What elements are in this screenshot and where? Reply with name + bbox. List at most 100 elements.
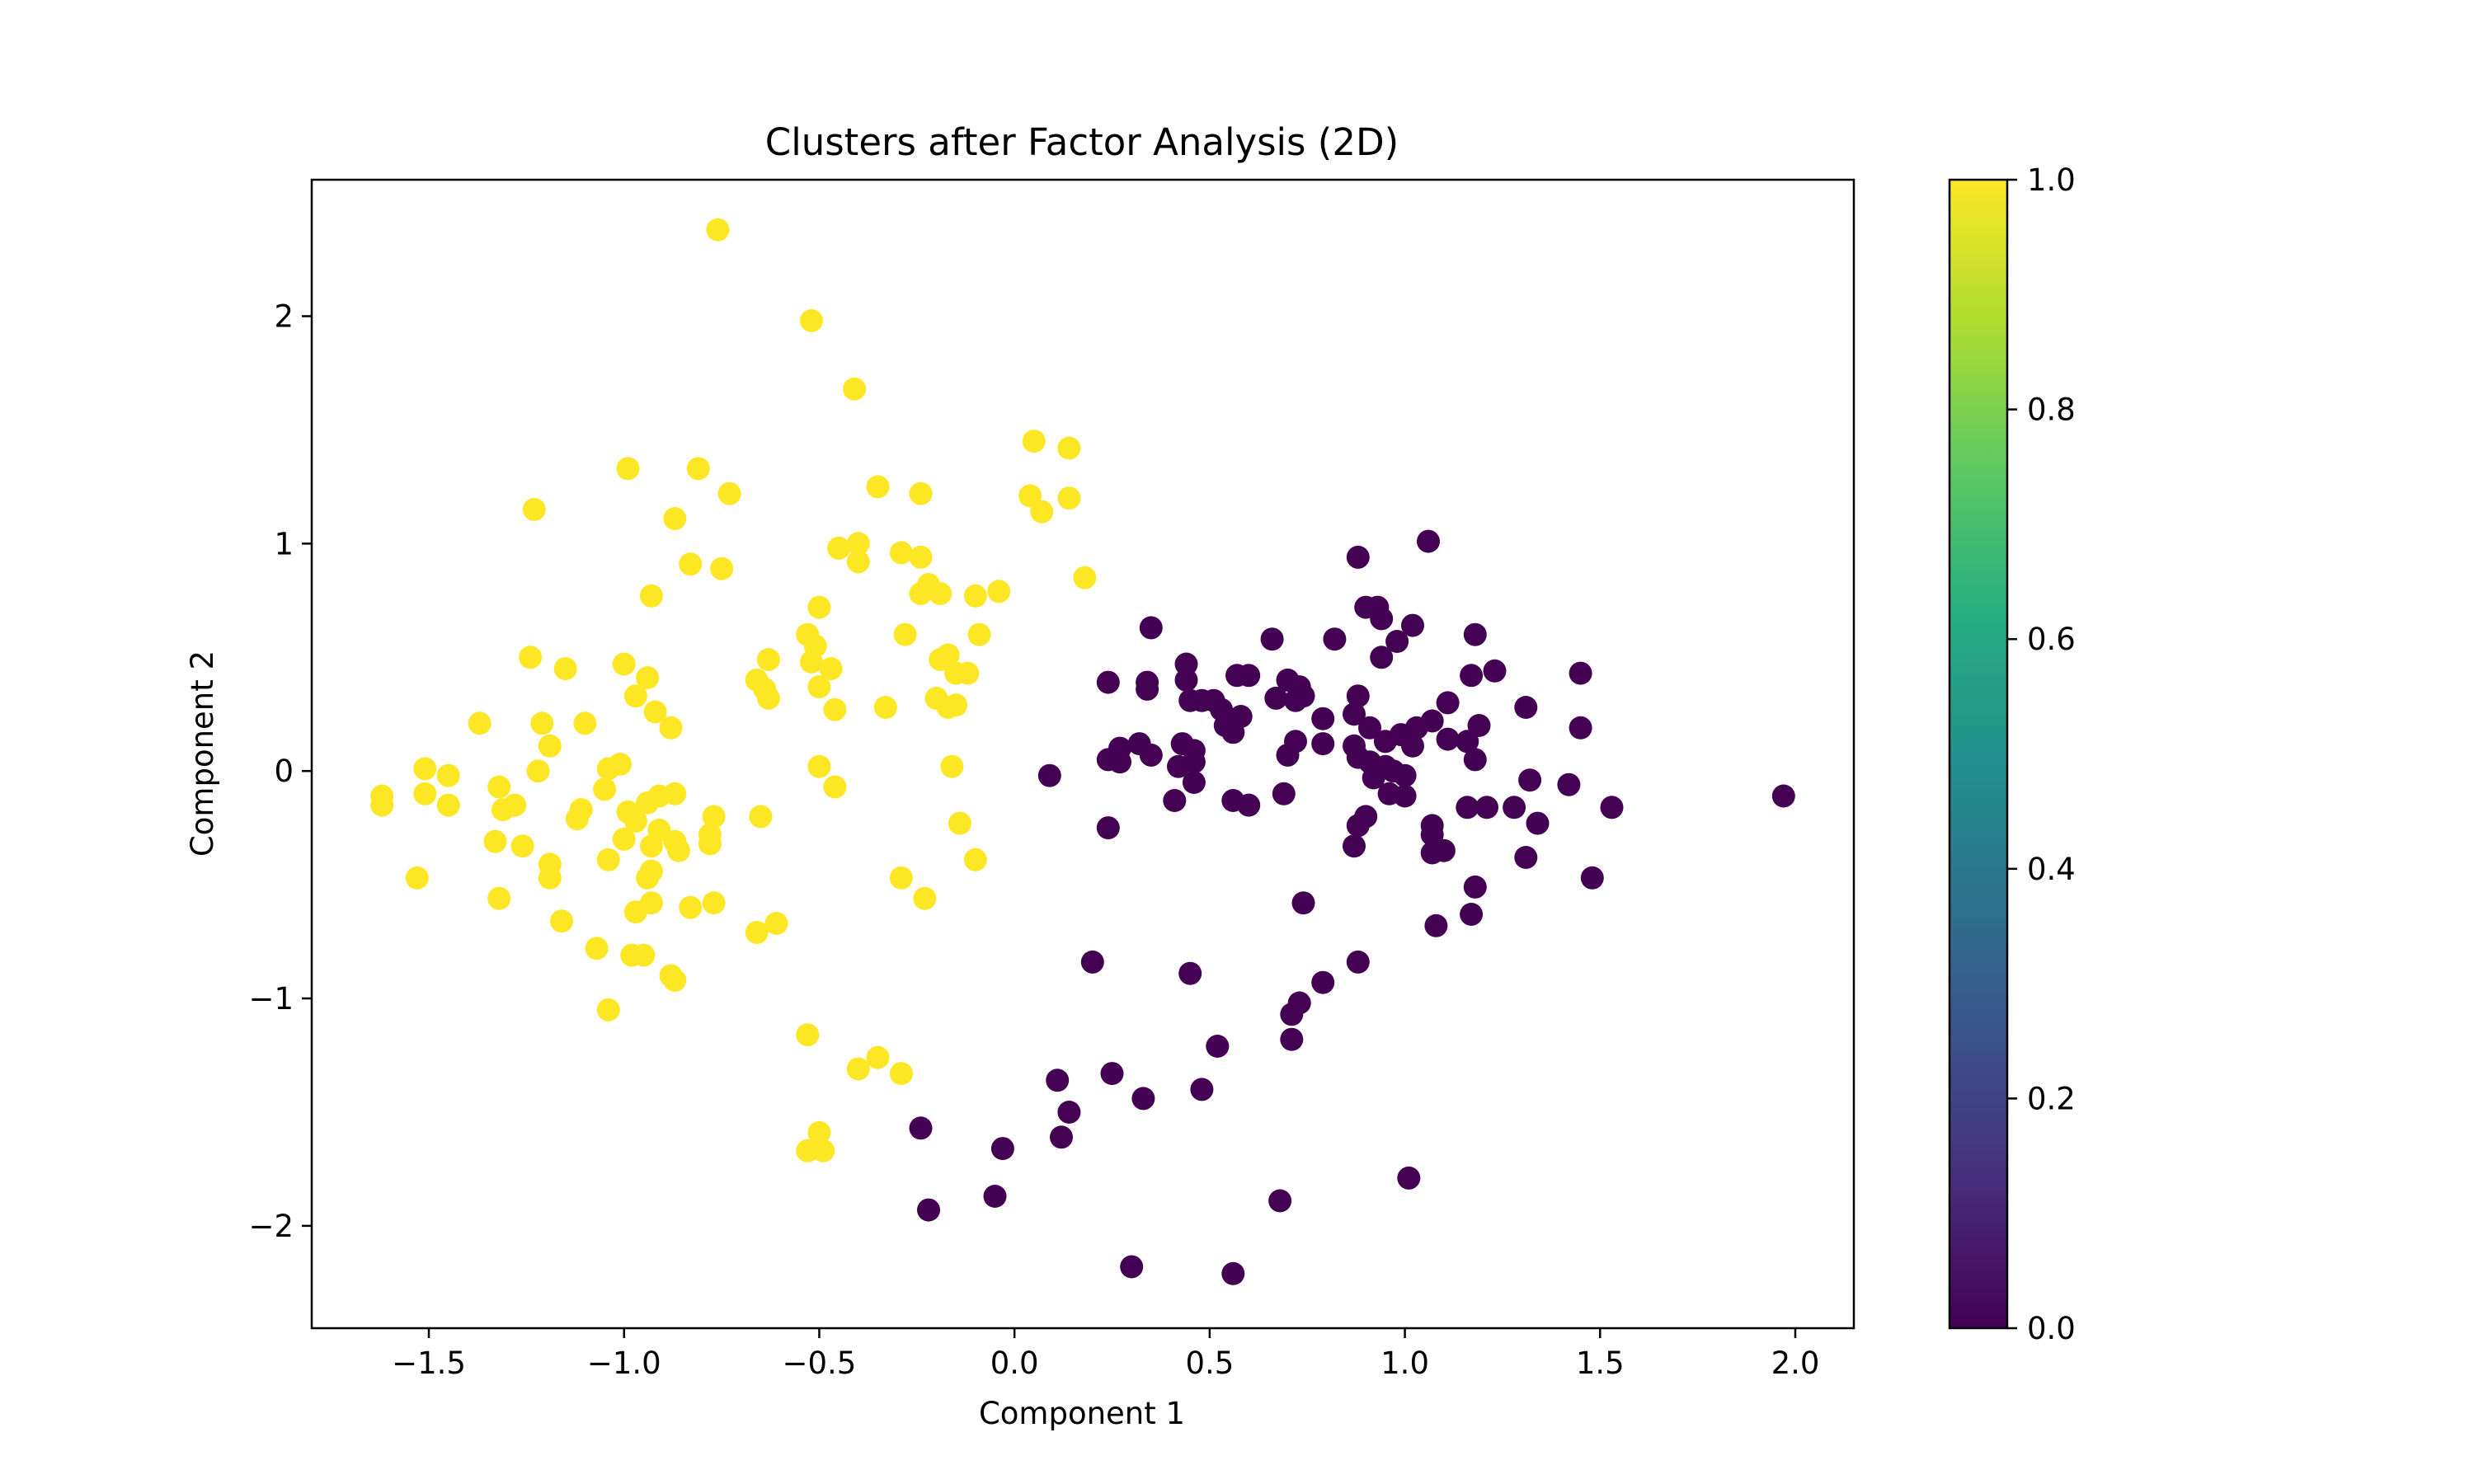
scatter-point-cluster-0 [1580, 866, 1604, 890]
scatter-point-cluster-0 [1401, 734, 1424, 758]
scatter-point-cluster-1 [663, 969, 687, 992]
scatter-point-cluster-0 [1346, 950, 1370, 974]
scatter-point-cluster-0 [1514, 696, 1538, 719]
x-tick-label: −1.0 [587, 1345, 661, 1381]
scatter-point-cluster-1 [807, 754, 831, 778]
scatter-point-cluster-0 [1206, 1035, 1230, 1058]
y-tick-label: 0 [274, 754, 294, 789]
scatter-point-cluster-1 [663, 507, 687, 530]
scatter-point-cluster-1 [846, 550, 870, 574]
scatter-point-cluster-0 [1569, 716, 1592, 740]
scatter-point-cluster-0 [1178, 961, 1202, 985]
scatter-point-cluster-1 [800, 650, 823, 674]
scatter-point-cluster-1 [967, 622, 991, 646]
x-tick-label: 0.5 [1185, 1345, 1234, 1381]
scatter-point-cluster-0 [1424, 913, 1448, 937]
scatter-point-cluster-0 [1280, 1003, 1304, 1026]
scatter-point-cluster-0 [1569, 661, 1592, 685]
scatter-point-cluster-1 [873, 696, 897, 719]
scatter-point-cluster-1 [483, 829, 507, 853]
scatter-point-cluster-1 [1018, 484, 1042, 508]
scatter-point-cluster-1 [702, 891, 726, 915]
scatter-point-cluster-0 [1483, 659, 1507, 683]
scatter-point-cluster-1 [749, 805, 773, 829]
y-tick-label: 1 [274, 526, 294, 561]
scatter-point-cluster-1 [889, 541, 913, 565]
scatter-point-cluster-1 [636, 791, 660, 815]
scatter-point-cluster-1 [756, 648, 780, 671]
scatter-point-cluster-1 [963, 848, 987, 871]
scatter-point-cluster-1 [823, 697, 847, 721]
colorbar-tick-label: 1.0 [2027, 162, 2076, 198]
scatter-point-cluster-0 [1174, 668, 1198, 692]
scatter-point-cluster-1 [710, 556, 734, 580]
scatter-point-cluster-1 [1057, 486, 1081, 510]
scatter-point-cluster-0 [1108, 750, 1131, 774]
scatter-point-cluster-0 [1346, 814, 1370, 838]
scatter-point-cluster-0 [1323, 627, 1347, 651]
colorbar-tick-label: 0.6 [2027, 622, 2076, 657]
scatter-point-cluster-0 [1311, 707, 1335, 730]
scatter-point-cluster-1 [553, 657, 577, 681]
scatter-point-cluster-0 [1284, 688, 1307, 712]
scatter-point-cluster-1 [702, 805, 726, 829]
scatter-point-cluster-0 [1120, 1255, 1144, 1279]
scatter-point-cluster-1 [522, 498, 546, 521]
scatter-point-cluster-1 [510, 834, 534, 858]
scatter-point-cluster-1 [807, 1120, 831, 1144]
scatter-point-cluster-0 [1393, 784, 1417, 808]
scatter-point-cluster-1 [492, 798, 515, 822]
scatter-point-cluster-0 [1460, 664, 1484, 688]
scatter-point-cluster-1 [667, 838, 690, 862]
scatter-point-cluster-1 [963, 584, 987, 608]
scatter-point-cluster-1 [596, 848, 620, 871]
scatter-point-cluster-1 [698, 832, 722, 856]
scatter-point-cluster-1 [468, 711, 492, 735]
scatter-point-cluster-0 [909, 1116, 933, 1140]
scatter-point-cluster-1 [1073, 566, 1097, 589]
scatter-point-cluster-1 [596, 757, 620, 781]
scatter-point-cluster-1 [827, 536, 851, 560]
scatter-point-cluster-1 [800, 309, 823, 332]
colorbar-gradient [1948, 178, 2009, 1330]
scatter-point-cluster-1 [639, 584, 663, 608]
scatter-point-cluster-1 [623, 900, 647, 924]
scatter-point-cluster-0 [1370, 646, 1394, 669]
scatter-point-cluster-1 [846, 532, 870, 556]
scatter-point-cluster-1 [623, 809, 647, 833]
x-tick-label: −1.5 [392, 1345, 466, 1381]
scatter-point-cluster-0 [1420, 823, 1444, 847]
scatter-point-cluster-0 [1771, 784, 1795, 808]
scatter-point-cluster-1 [929, 648, 952, 671]
scatter-point-cluster-0 [1456, 730, 1479, 754]
scatter-point-cluster-1 [585, 937, 609, 960]
scatter-point-cluster-1 [487, 775, 511, 799]
x-tick-label: 1.5 [1576, 1345, 1625, 1381]
scatter-point-cluster-0 [1358, 716, 1381, 740]
scatter-point-cluster-1 [796, 1023, 820, 1047]
scatter-point-cluster-1 [659, 716, 683, 740]
scatter-point-cluster-1 [807, 595, 831, 619]
scatter-point-cluster-0 [1050, 1125, 1073, 1149]
scatter-point-cluster-1 [866, 475, 890, 499]
scatter-point-cluster-0 [1237, 664, 1261, 688]
scatter-point-cluster-1 [819, 657, 843, 681]
scatter-point-cluster-1 [686, 457, 710, 481]
scatter-point-cluster-1 [436, 793, 460, 817]
scatter-point-cluster-1 [936, 696, 960, 719]
scatter-point-cluster-0 [1272, 782, 1296, 805]
scatter-point-cluster-0 [1467, 714, 1491, 737]
scatter-point-cluster-0 [1343, 702, 1366, 726]
scatter-point-cluster-1 [796, 1139, 820, 1162]
scatter-point-cluster-0 [990, 1137, 1014, 1161]
scatter-point-cluster-0 [1385, 630, 1409, 653]
x-tick-label: 0.0 [990, 1345, 1039, 1381]
scatter-point-cluster-0 [1096, 816, 1120, 840]
scatter-point-cluster-0 [1370, 607, 1394, 631]
x-axis: −1.5 −1.0 −0.5 0.0 0.5 1.0 1.5 2.0 [392, 1328, 1819, 1381]
scatter-point-cluster-0 [1280, 1027, 1304, 1051]
scatter-point-cluster-1 [843, 377, 867, 401]
scatter-point-cluster-1 [639, 834, 663, 858]
scatter-point-cluster-1 [913, 886, 937, 910]
